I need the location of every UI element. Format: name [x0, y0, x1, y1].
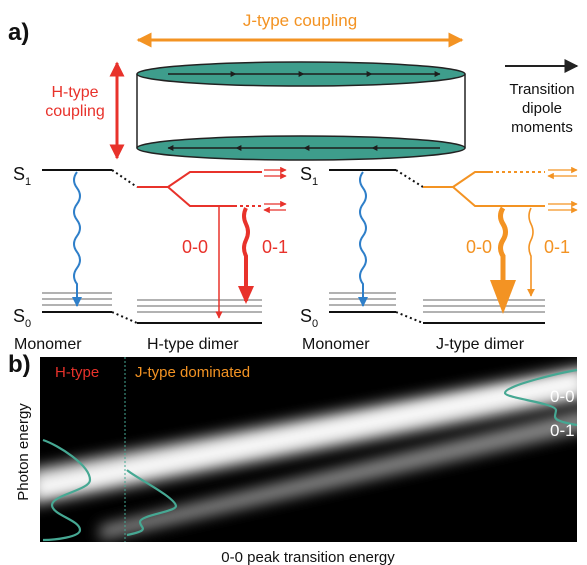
x-axis-label: 0-0 peak transition energy — [221, 549, 395, 565]
h-coupling-label-line1: H-type — [51, 84, 98, 101]
j-region-label: J-type dominated — [135, 364, 250, 381]
panel-a-label: a) — [8, 19, 29, 46]
band-01-label: 0-1 — [550, 421, 575, 440]
dipole-label-line3: moments — [511, 119, 573, 136]
j-type-energy-diagram: S1 S0 0-0 0-1 Monomer J-type dimer — [300, 164, 578, 353]
band-00-label: 0-0 — [550, 387, 575, 406]
monomer-label-right: Monomer — [302, 336, 370, 353]
s1-label-left: S1 — [13, 164, 31, 188]
spectrum-profile-mid — [126, 469, 178, 537]
dipole-label-line2: dipole — [522, 100, 562, 117]
h-dimer-label: H-type dimer — [147, 336, 239, 353]
j-00-label: 0-0 — [466, 237, 492, 257]
spectrum-map: H-type J-type dominated 0-0 0-1 — [40, 357, 578, 542]
s1-label-right: S1 — [300, 164, 318, 188]
h-01-label: 0-1 — [262, 237, 288, 257]
h-type-energy-diagram: S1 S0 0-0 0-1 Monomer — [13, 164, 288, 353]
spectrum-profile-left — [42, 438, 92, 542]
s0-label-right: S0 — [300, 306, 318, 330]
spectrum-profile-right — [503, 368, 578, 427]
j-01-label: 0-1 — [544, 237, 570, 257]
j-coupling-label: J-type coupling — [243, 11, 357, 30]
h-region-label: H-type — [55, 364, 99, 381]
panel-b-label: b) — [8, 351, 31, 378]
dimer-cylinder — [136, 61, 466, 161]
h-00-label: 0-0 — [182, 237, 208, 257]
y-axis-label: Photon energy — [15, 403, 32, 501]
monomer-label-left: Monomer — [14, 336, 82, 353]
dipole-label-line1: Transition — [509, 81, 574, 98]
s0-label-left: S0 — [13, 306, 31, 330]
h-coupling-label-line2: coupling — [45, 103, 105, 120]
j-dimer-label: J-type dimer — [436, 336, 525, 353]
